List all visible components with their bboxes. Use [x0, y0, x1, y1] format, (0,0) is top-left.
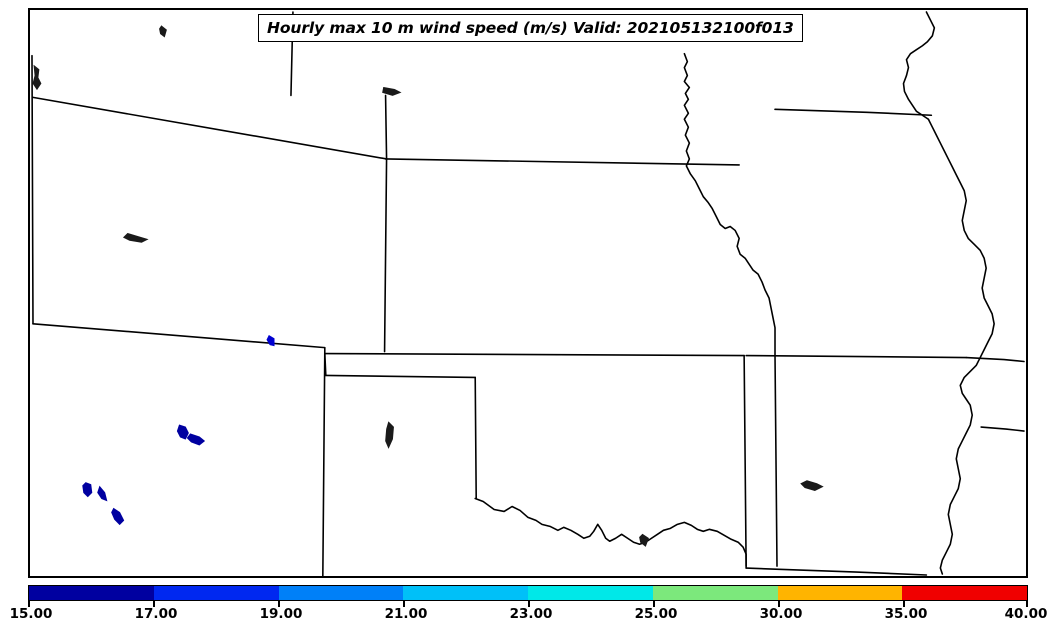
wind-patch-nm-north-b [186, 433, 206, 446]
colorbar-label-5: 25.00 [634, 606, 678, 622]
colorbar-band-25-30 [652, 586, 778, 600]
colorbar-tick-labels: 15.00 17.00 19.00 21.00 23.00 25.00 30.0… [0, 606, 1057, 628]
border-missouri-arkansas [745, 354, 968, 359]
border-arkansas-northeast [980, 426, 1025, 432]
colorbar-band-17-19 [153, 586, 279, 600]
map-axes[interactable] [28, 8, 1028, 578]
page-title: Hourly max 10 m wind speed (m/s) Valid: … [267, 19, 794, 37]
border-texas-oklahoma-red-river [474, 497, 747, 569]
border-oklahoma-arkansas [743, 354, 747, 567]
plot-title-box: Hourly max 10 m wind speed (m/s) Valid: … [258, 14, 803, 42]
colorbar-label-4: 23.00 [509, 606, 553, 622]
colorbar-label-2: 19.00 [259, 606, 303, 622]
colorbar-label-6: 30.00 [759, 606, 803, 622]
lake-wyoming-corner [159, 25, 167, 38]
colorbar-label-0: 15.00 [9, 606, 53, 622]
border-oklahoma-panhandle-south [325, 374, 477, 379]
colorbar-label-8: 40.00 [1004, 606, 1048, 622]
colorbar-band-19-21 [278, 586, 404, 600]
colorbar-tick-0 [28, 601, 30, 607]
lake-colorado [122, 232, 149, 243]
wind-patch-nm-north [176, 424, 189, 440]
colorbar-ticks [28, 601, 1028, 607]
wind-patch-nm-west [82, 482, 93, 498]
colorbar-tick-8 [1026, 601, 1028, 607]
map-canvas [31, 11, 1025, 576]
lake-oklahoma-east [800, 480, 824, 492]
wind-patch-nm-south [111, 507, 125, 526]
colorbar-tick-7 [903, 601, 905, 607]
wind-patch-nm-central [97, 485, 108, 502]
colorbar-tick-3 [403, 601, 405, 607]
colorbar-tick-6 [778, 601, 780, 607]
colorbar-tick-1 [153, 601, 155, 607]
border-wyoming-colorado [32, 96, 388, 160]
border-missouri-iowa [774, 108, 933, 117]
lake-kansas-south [639, 533, 650, 547]
lake-oklahoma-panhandle [385, 421, 394, 449]
border-iowa-illinois-mississippi-river [902, 11, 936, 121]
colorbar-band-15-17 [29, 586, 154, 600]
colorbar-band-23-25 [528, 586, 653, 600]
colorbar-tick-2 [278, 601, 280, 607]
colorbar-band-30-35 [777, 586, 903, 600]
border-colorado-newmexico [32, 322, 326, 349]
border-nebraska-iowa-missouri-river [683, 52, 776, 357]
colorbar-label-1: 17.00 [134, 606, 178, 622]
hydrography-features [32, 25, 824, 547]
border-colorado-kansas [383, 158, 388, 353]
border-newmexico-texas [322, 346, 326, 576]
lake-colorado-northwest [32, 64, 42, 91]
colorbar-band-35-40 [902, 586, 1027, 600]
border-kansas-oklahoma [324, 352, 745, 357]
border-nebraska-kansas [384, 158, 740, 166]
colorbar-label-3: 21.00 [384, 606, 428, 622]
colorbar[interactable] [28, 585, 1028, 601]
border-texas-south [745, 567, 928, 576]
lake-nebraska-north [382, 86, 402, 96]
border-utah-colorado [31, 54, 34, 325]
wind-speed-data-patches [82, 334, 275, 526]
colorbar-band-21-23 [403, 586, 528, 600]
state-boundaries [31, 11, 1025, 576]
border-oklahoma-north-step [474, 376, 478, 500]
border-missouri-illinois-mississippi-river [927, 118, 995, 575]
border-oklahoma-panhandle-west [324, 352, 327, 377]
colorbar-label-7: 35.00 [884, 606, 928, 622]
colorbar-tick-4 [528, 601, 530, 607]
colorbar-tick-5 [653, 601, 655, 607]
border-kansas-missouri [774, 354, 778, 567]
wind-patch-co-south [266, 334, 275, 347]
border-colorado-nebraska-east [384, 94, 388, 160]
border-arkansas-east-step [965, 356, 1025, 363]
